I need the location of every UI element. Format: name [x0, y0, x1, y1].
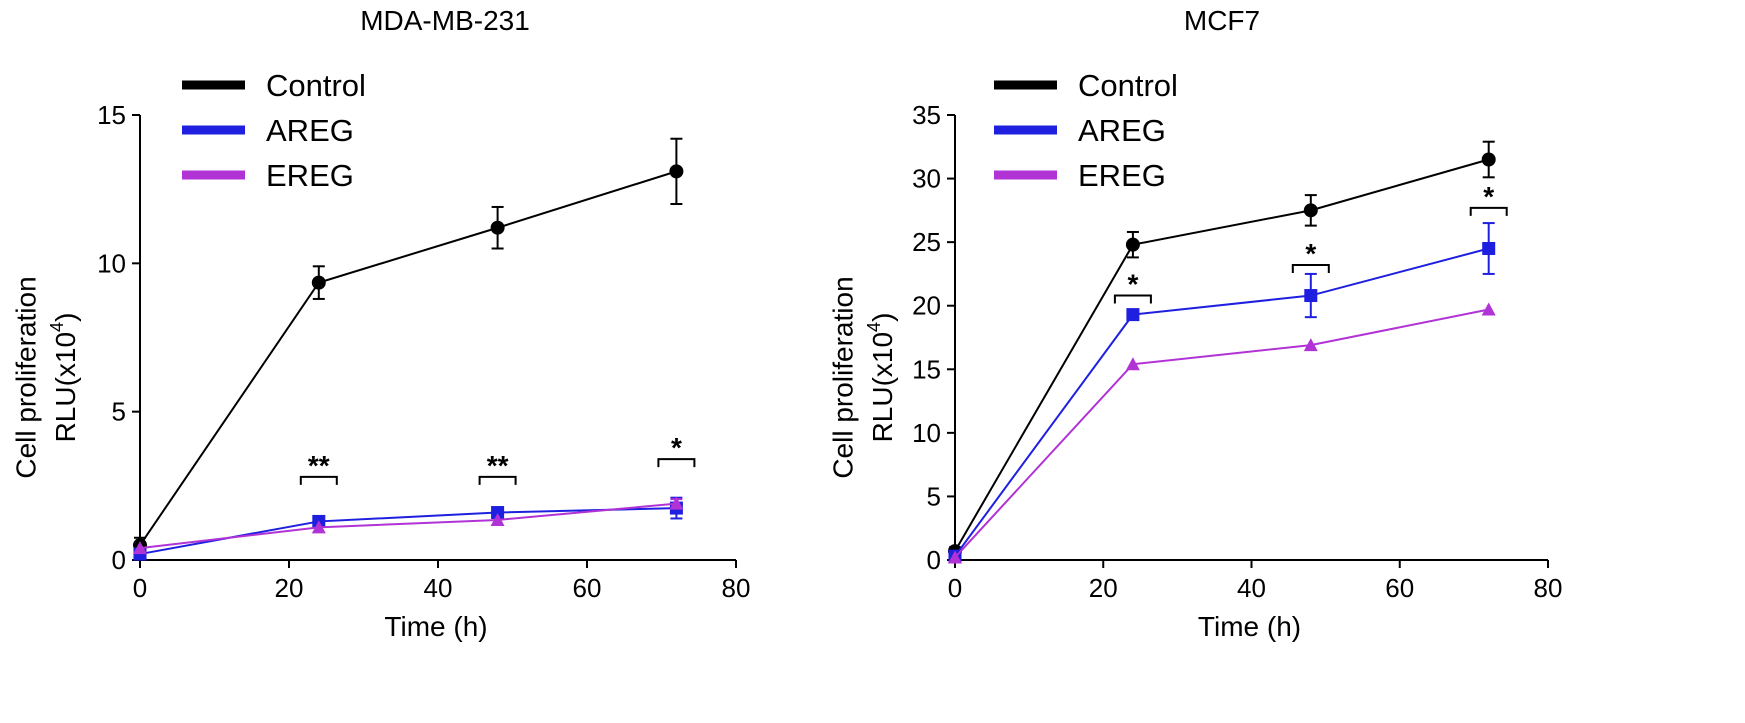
- x-tick-label: 0: [948, 573, 962, 603]
- x-tick-label: 40: [1237, 573, 1266, 603]
- significance-label: *: [671, 432, 682, 463]
- significance-label: *: [1305, 238, 1316, 269]
- data-point: [1303, 203, 1318, 218]
- series-line: [954, 247, 1489, 557]
- y-tick-label: 30: [912, 164, 941, 194]
- chart-title: MCF7: [1184, 5, 1260, 36]
- y-axis-label-line2: RLU(x104): [47, 313, 82, 443]
- legend: Control AREG EREG: [182, 68, 366, 193]
- legend-label: Control: [266, 68, 366, 103]
- legend-label: EREG: [1078, 158, 1166, 193]
- data-point: [311, 520, 326, 534]
- data-point: [490, 220, 505, 235]
- legend-label: Control: [1078, 68, 1178, 103]
- significance-label: **: [487, 450, 509, 481]
- y-tick-label: 25: [912, 227, 941, 257]
- y-tick-label: 15: [912, 354, 941, 384]
- significance-bracket: [1469, 206, 1508, 216]
- series-line: [139, 170, 677, 546]
- y-tick-label: 35: [912, 100, 941, 130]
- significance-bracket: [657, 458, 696, 468]
- significance-annotation: **: [299, 450, 338, 485]
- x-axis-label: Time (h): [384, 611, 487, 642]
- y-tick-label: 0: [112, 545, 126, 575]
- series-line: [954, 158, 1489, 552]
- x-tick-label: 0: [133, 573, 147, 603]
- y-axis-label-suffix: ): [867, 313, 898, 322]
- y-axis-label-suffix: ): [50, 313, 81, 322]
- series-control: [948, 140, 1496, 559]
- legend: Control AREG EREG: [994, 68, 1178, 193]
- series-areg: [948, 222, 1496, 563]
- chart-1: MCF7 0 5 10 15 20 25 30 35 0 20 40 60 80 Time (h) Cell …: [827, 5, 1562, 642]
- y-axis-label-line1: Cell proliferation: [10, 276, 41, 478]
- series-areg: [133, 496, 683, 561]
- data-point: [311, 275, 326, 290]
- y-tick-label: 10: [912, 418, 941, 448]
- series-line: [954, 308, 1489, 559]
- x-tick-label: 20: [275, 573, 304, 603]
- data-point: [490, 512, 505, 526]
- significance-bracket: [299, 475, 338, 485]
- series-ereg: [948, 302, 1496, 564]
- y-axis-label-line2: RLU(x104): [864, 313, 899, 443]
- data-point: [669, 164, 684, 179]
- data-point: [1481, 152, 1496, 167]
- legend-label: EREG: [266, 158, 354, 193]
- series-ereg: [133, 496, 684, 555]
- y-axis-label-prefix: RLU(x10: [867, 332, 898, 442]
- y-axis-label-prefix: RLU(x10: [50, 332, 81, 442]
- significance-bracket: [478, 475, 517, 485]
- y-axis-label-sup: 4: [864, 322, 884, 332]
- series-line: [139, 507, 677, 556]
- significance-label: *: [1127, 269, 1138, 300]
- x-tick-label: 60: [573, 573, 602, 603]
- legend-label: AREG: [1078, 113, 1166, 148]
- chart-title: MDA-MB-231: [360, 5, 530, 36]
- chart-0: MDA-MB-231 0 5 10 15 0 20 40 60 80 Time (h) Cell pr…: [10, 5, 750, 642]
- y-tick-label: 0: [927, 545, 941, 575]
- data-point: [1481, 302, 1496, 316]
- y-tick-label: 5: [112, 397, 126, 427]
- data-point: [1304, 289, 1318, 303]
- y-tick-label: 10: [97, 248, 126, 278]
- x-tick-label: 80: [1534, 573, 1563, 603]
- y-tick-label: 5: [927, 481, 941, 511]
- legend-label: AREG: [266, 113, 354, 148]
- data-point: [1126, 308, 1140, 322]
- data-point: [1125, 357, 1140, 371]
- significance-label: **: [308, 450, 330, 481]
- data-point: [948, 550, 962, 564]
- y-axis-label-line1: Cell proliferation: [827, 276, 858, 478]
- significance-annotation: *: [1291, 238, 1330, 274]
- data-point: [133, 541, 147, 555]
- significance-annotation: *: [1113, 269, 1152, 304]
- series-control: [133, 137, 684, 554]
- data-point: [1303, 338, 1318, 352]
- y-axis-label-sup: 4: [47, 322, 67, 332]
- data-point: [1482, 242, 1496, 255]
- significance-bracket: [1113, 294, 1152, 304]
- significance-annotation: *: [1469, 181, 1508, 216]
- series-line: [139, 502, 677, 550]
- significance-annotation: **: [478, 450, 517, 485]
- x-tick-label: 80: [722, 573, 751, 603]
- data-point: [1125, 237, 1140, 252]
- x-axis-label: Time (h): [1198, 611, 1301, 642]
- data-point: [491, 506, 505, 520]
- y-tick-label: 15: [97, 100, 126, 130]
- significance-label: *: [1483, 181, 1494, 212]
- significance-bracket: [1291, 264, 1330, 274]
- x-tick-label: 60: [1385, 573, 1414, 603]
- data-point: [669, 496, 684, 510]
- x-tick-label: 40: [424, 573, 453, 603]
- significance-annotation: *: [657, 432, 696, 468]
- x-tick-label: 20: [1089, 573, 1118, 603]
- y-tick-label: 20: [912, 291, 941, 321]
